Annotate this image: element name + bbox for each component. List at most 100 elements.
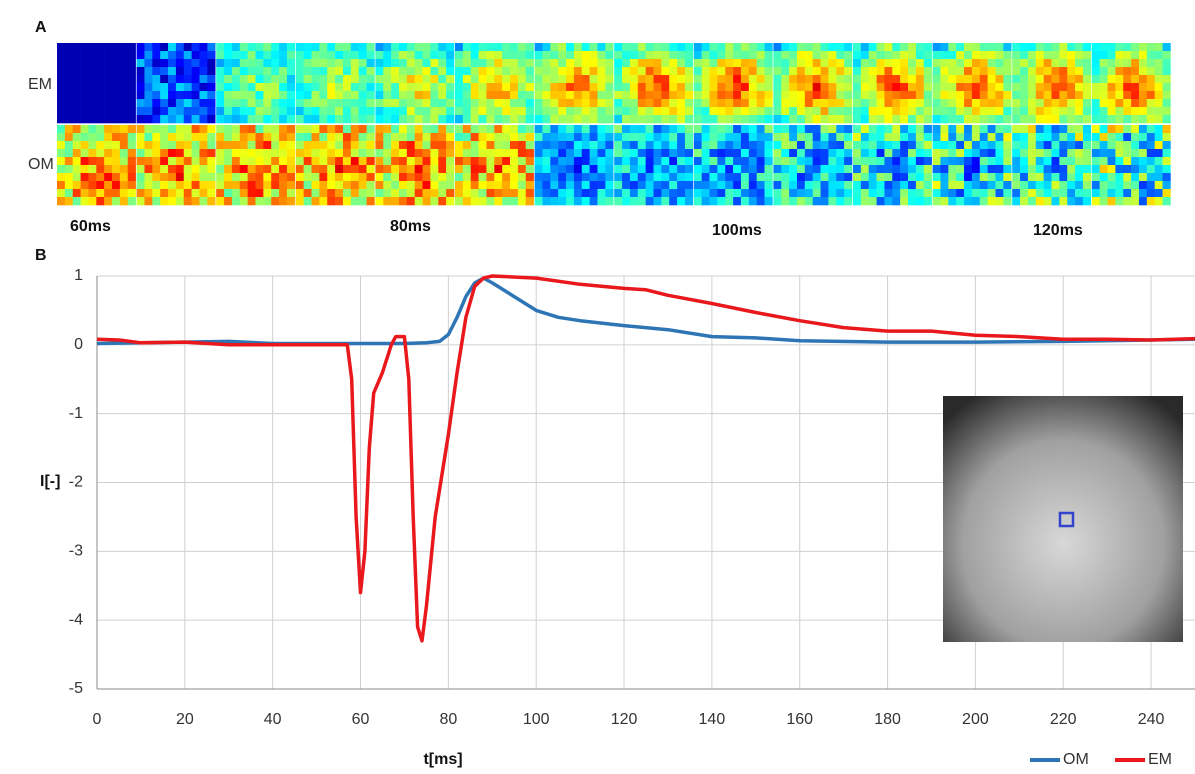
- heatmap-cell: [286, 181, 296, 190]
- heatmap-cell: [573, 189, 583, 198]
- heatmap-cell: [820, 133, 829, 142]
- heatmap-cell: [853, 125, 862, 134]
- heatmap-cell: [391, 141, 400, 150]
- heatmap-cell: [804, 99, 813, 108]
- heatmap-cell: [175, 141, 185, 150]
- heatmap-cell: [1138, 197, 1148, 206]
- heatmap-cell: [168, 181, 177, 190]
- heatmap-cell: [263, 133, 272, 142]
- heatmap-cell: [629, 149, 639, 158]
- heatmap-cell: [1059, 149, 1068, 158]
- heatmap-cell: [446, 115, 455, 124]
- heatmap-cell: [263, 107, 272, 116]
- heatmap-cell: [764, 197, 773, 206]
- heatmap-cell: [224, 125, 233, 134]
- heatmap-cell: [589, 181, 598, 190]
- heatmap-cell: [573, 43, 583, 52]
- heatmap-cell: [406, 99, 415, 108]
- heatmap-cell: [964, 197, 973, 206]
- heatmap-cell: [342, 59, 352, 68]
- heatmap-cell: [987, 75, 996, 84]
- heatmap-cell: [971, 141, 981, 150]
- heatmap-cell: [510, 149, 519, 158]
- heatmap-cell: [119, 99, 129, 108]
- heatmap-cell: [979, 115, 988, 124]
- heatmap-cell: [1027, 157, 1037, 166]
- heatmap-cell: [717, 115, 726, 124]
- heatmap-cell: [127, 141, 136, 150]
- inset-marker: [1058, 511, 1075, 528]
- heatmap-cell: [96, 75, 105, 84]
- heatmap-cell: [247, 59, 256, 68]
- heatmap-cell: [1123, 189, 1132, 198]
- heatmap-cell: [168, 107, 177, 116]
- heatmap-cell: [279, 173, 288, 182]
- heatmap-cell: [550, 51, 559, 60]
- heatmap-cell: [525, 197, 534, 206]
- heatmap-cell: [303, 133, 312, 142]
- heatmap-cell: [510, 115, 519, 124]
- heatmap-cell: [517, 157, 527, 166]
- heatmap-cell: [844, 43, 853, 52]
- heatmap-cell: [637, 43, 646, 52]
- heatmap-cell: [112, 149, 121, 158]
- heatmap-cell: [136, 197, 145, 206]
- heatmap-cell: [1043, 99, 1052, 108]
- heatmap-cell: [614, 189, 623, 198]
- heatmap-cell: [64, 157, 74, 166]
- heatmap-cell: [1043, 59, 1052, 68]
- heatmap-cell: [605, 189, 614, 198]
- heatmap-cell: [406, 83, 415, 92]
- heatmap-cell: [279, 125, 288, 134]
- heatmap-cell: [414, 197, 423, 206]
- heatmap-cell: [653, 75, 662, 84]
- heatmap-cell: [160, 157, 169, 166]
- heatmap-cell: [478, 189, 487, 198]
- heatmap-cell: [168, 67, 177, 76]
- heatmap-cell: [263, 91, 272, 100]
- heatmap-cell: [581, 197, 590, 206]
- heatmap-cell: [1099, 173, 1108, 182]
- heatmap-cell: [622, 141, 631, 150]
- heatmap-cell: [892, 107, 901, 116]
- heatmap-cell: [1059, 157, 1068, 166]
- y-tick-label: -2: [69, 474, 83, 491]
- heatmap-cell: [764, 67, 773, 76]
- heatmap-cell: [956, 165, 965, 174]
- heatmap-cell: [311, 75, 320, 84]
- heatmap-cell: [669, 141, 678, 150]
- heatmap-cell: [1035, 83, 1044, 92]
- heatmap-cell: [335, 125, 344, 134]
- heatmap-cell: [781, 91, 790, 100]
- heatmap-cell: [112, 91, 121, 100]
- heatmap-cell: [589, 189, 598, 198]
- heatmap-cell: [781, 157, 790, 166]
- heatmap-cell: [335, 181, 344, 190]
- heatmap-cell: [271, 149, 280, 158]
- heatmap-cell: [796, 83, 806, 92]
- heatmap-cell: [701, 157, 710, 166]
- heatmap-cell: [756, 51, 765, 60]
- heatmap-cell: [669, 43, 678, 52]
- heatmap-cell: [1075, 91, 1084, 100]
- heatmap-cell: [57, 107, 66, 116]
- heatmap-cell: [725, 149, 734, 158]
- heatmap-cell: [542, 125, 551, 134]
- heatmap-cell: [677, 157, 686, 166]
- heatmap-cell: [637, 107, 646, 116]
- heatmap-cell: [144, 197, 153, 206]
- heatmap-cell: [693, 115, 702, 124]
- heatmap-cell: [836, 197, 845, 206]
- heatmap-cell: [319, 83, 328, 92]
- heatmap-cell: [669, 189, 678, 198]
- heatmap-cell: [1059, 125, 1068, 134]
- heatmap-cell: [653, 141, 662, 150]
- heatmap-cell: [900, 157, 909, 166]
- heatmap-cell: [756, 115, 765, 124]
- heatmap-cell: [915, 59, 925, 68]
- heatmap-cell: [684, 91, 694, 100]
- heatmap-cell: [581, 75, 590, 84]
- heatmap-cell: [398, 141, 408, 150]
- heatmap-cell: [383, 133, 392, 142]
- heatmap-cell: [398, 59, 408, 68]
